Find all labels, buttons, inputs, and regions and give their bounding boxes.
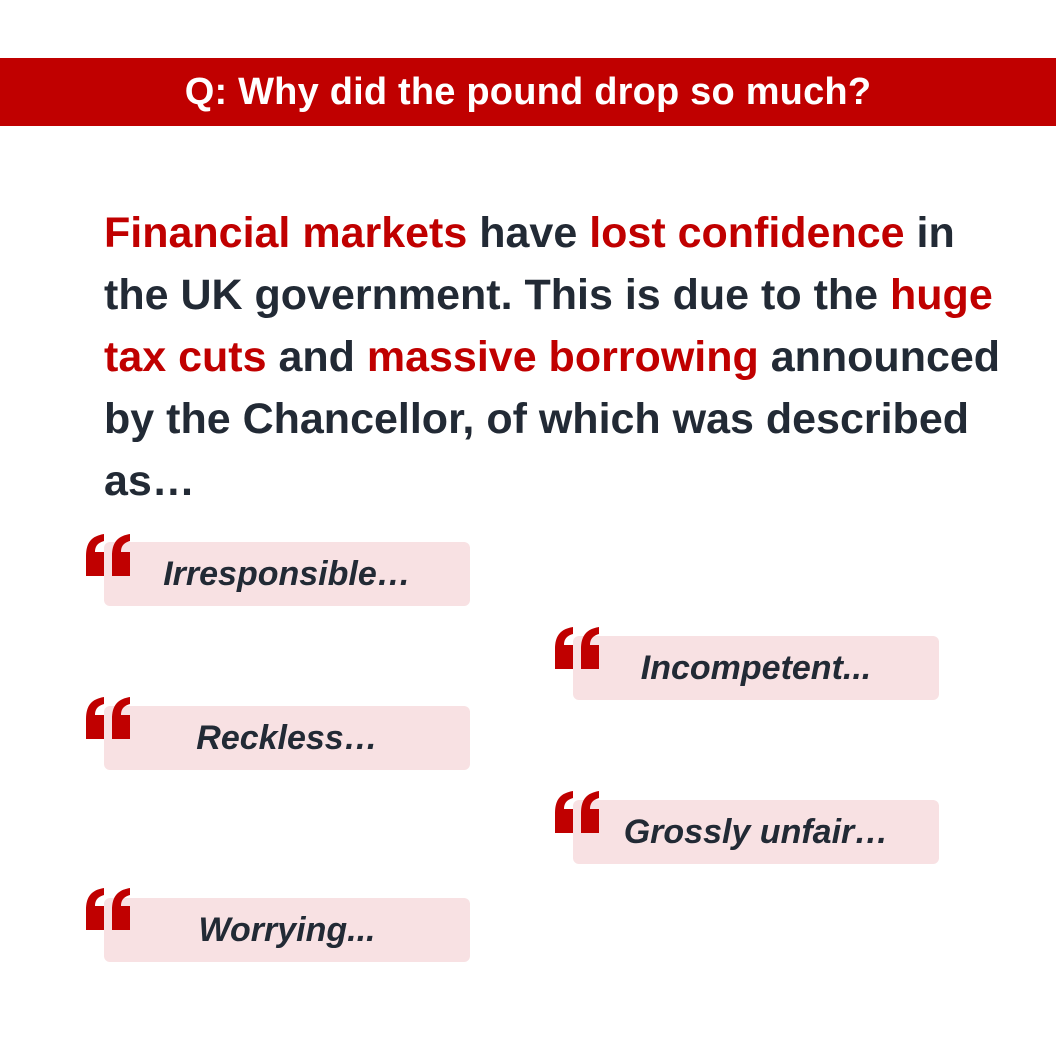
quote-box-grossly-unfair: Grossly unfair…	[573, 800, 939, 864]
quote-text: Worrying...	[198, 910, 376, 949]
quote-text: Reckless…	[196, 718, 378, 757]
left-double-quote-icon	[82, 888, 136, 932]
quote-box-incompetent: Incompetent...	[573, 636, 939, 700]
highlight-lost-confidence: lost confidence	[589, 209, 905, 257]
highlight-financial-markets: Financial markets	[104, 209, 468, 257]
left-double-quote-icon	[82, 534, 136, 578]
left-double-quote-icon	[82, 697, 136, 741]
question-title: Q: Why did the pound drop so much?	[184, 70, 872, 113]
quote-text: Grossly unfair…	[623, 812, 889, 851]
highlight-huge-tax-cuts: huge tax cuts	[104, 271, 993, 381]
explanation-paragraph: Financial markets have lost confidence i…	[104, 202, 1014, 512]
paragraph-text: in the UK government. This is due to the	[104, 209, 955, 319]
paragraph-text: and	[266, 333, 367, 381]
quote-box-worrying: Worrying...	[104, 898, 470, 962]
highlight-massive-borrowing: massive borrowing	[366, 333, 759, 381]
quote-text: Irresponsible…	[163, 554, 411, 593]
question-banner: Q: Why did the pound drop so much?	[0, 58, 1056, 126]
quote-box-reckless: Reckless…	[104, 706, 470, 770]
quote-box-irresponsible: Irresponsible…	[104, 542, 470, 606]
paragraph-text: have	[467, 209, 590, 257]
left-double-quote-icon	[551, 791, 605, 835]
quote-text: Incompetent...	[640, 648, 872, 687]
left-double-quote-icon	[551, 627, 605, 671]
paragraph-text: announced by the Chancellor, of which wa…	[104, 333, 1001, 505]
